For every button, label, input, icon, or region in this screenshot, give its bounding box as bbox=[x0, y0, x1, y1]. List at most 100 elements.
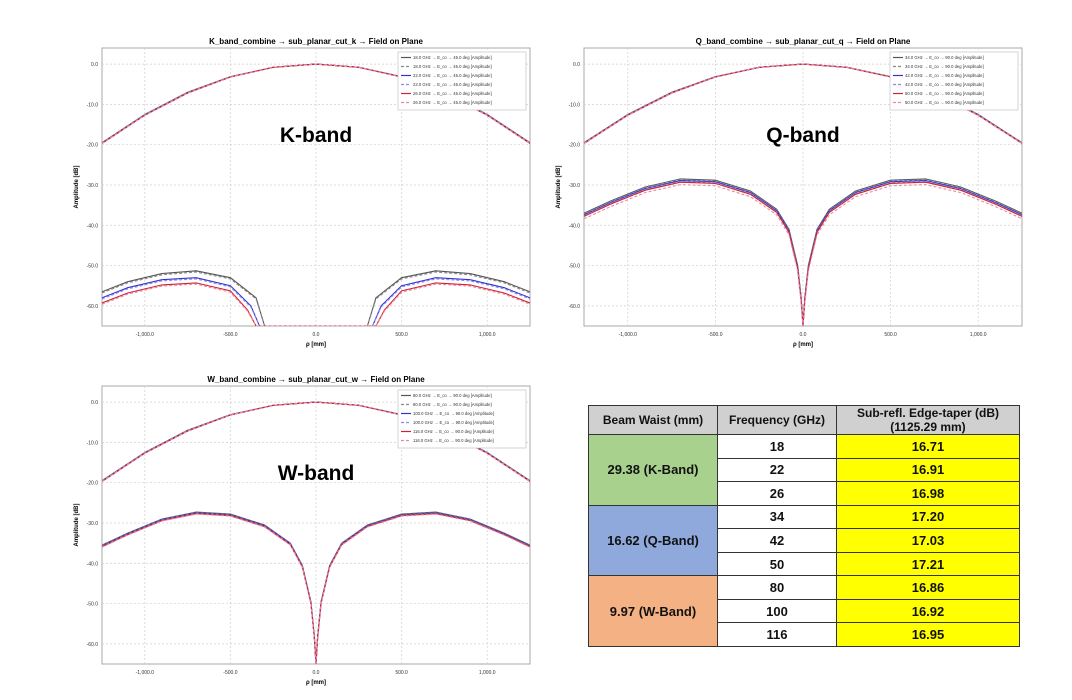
table-row: 29.38 (K-Band) 18 16.71 bbox=[588, 434, 1020, 506]
frequency-cell: 42 bbox=[717, 528, 837, 553]
legend-entry: 26.0 GHz → E_co → 45.0 deg [Amplitude] bbox=[413, 100, 492, 105]
chart-title: W_band_combine → sub_planar_cut_w → Fiel… bbox=[207, 375, 425, 384]
legend-entry: 116.0 GHz → E_co → 90.0 deg [Amplitude] bbox=[413, 438, 494, 443]
edge-taper-cell: 16.71 bbox=[836, 434, 1020, 459]
y-axis-label: Amplitude [dB] bbox=[74, 504, 80, 547]
edge-taper-cell: 17.03 bbox=[836, 528, 1020, 553]
xpol-line-series-2 bbox=[102, 277, 530, 326]
edge-taper-cell: 17.20 bbox=[836, 504, 1020, 530]
xpol-line-series-5 bbox=[584, 184, 1022, 326]
edge-taper-cell: 16.91 bbox=[836, 457, 1020, 483]
x-tick-label: 0.0 bbox=[313, 670, 320, 676]
x-axis-label: ρ [mm] bbox=[306, 680, 326, 686]
x-tick-label: -1,000.0 bbox=[136, 670, 155, 676]
frequency-cell: 26 bbox=[717, 481, 837, 506]
table-row: 42 17.03 bbox=[589, 528, 1020, 553]
frequency-cell: 100 bbox=[717, 598, 837, 624]
frequency-cell: 80 bbox=[717, 575, 837, 600]
w-band-chart-svg: W_band_combine → sub_planar_cut_w → Fiel… bbox=[74, 375, 531, 686]
y-tick-label: -60.0 bbox=[87, 304, 99, 310]
x-tick-label: -500.0 bbox=[223, 670, 237, 676]
legend-box bbox=[889, 51, 1019, 111]
chart-title: K_band_combine → sub_planar_cut_k → Fiel… bbox=[209, 37, 423, 46]
legend-entry: 22.0 GHz → E_co → 45.0 deg [Amplitude] bbox=[413, 73, 492, 78]
frequency-cell: 22 bbox=[717, 457, 837, 483]
table-row: 16.62 (Q-Band) 34 17.20 bbox=[588, 504, 1020, 577]
xpol-line-series-3 bbox=[584, 180, 1022, 326]
x-tick-label: 500.0 bbox=[395, 332, 408, 338]
header-beam-waist: Beam Waist (mm) bbox=[588, 405, 718, 435]
y-tick-label: -50.0 bbox=[569, 264, 581, 270]
legend-entry: 80.0 GHz → E_co → 90.0 deg [Amplitude] bbox=[413, 402, 492, 407]
y-tick-label: -40.0 bbox=[569, 223, 581, 229]
table-header-row: Beam Waist (mm) Frequency (GHz) Sub-refl… bbox=[588, 405, 1020, 435]
xpol-line-series-0 bbox=[102, 270, 530, 326]
y-tick-label: -20.0 bbox=[87, 143, 99, 149]
legend-entry: 116.0 GHz → E_co → 90.0 deg [Amplitude] bbox=[413, 429, 494, 434]
legend-entry: 18.0 GHz → E_co → 45.0 deg [Amplitude] bbox=[413, 64, 492, 69]
legend-entry: 100.0 GHz → E_co → 90.0 deg [Amplitude] bbox=[413, 420, 494, 425]
y-tick-label: -30.0 bbox=[569, 183, 581, 189]
q-band-chart: Q_band_combine → sub_planar_cut_q → Fiel… bbox=[552, 34, 1032, 356]
band-label: W-band bbox=[278, 462, 355, 485]
x-tick-label: -1,000.0 bbox=[619, 332, 638, 338]
x-tick-label: -1,000.0 bbox=[136, 332, 155, 338]
legend-entry: 42.0 GHz → E_co → 90.0 deg [Amplitude] bbox=[905, 82, 984, 87]
y-tick-label: -10.0 bbox=[569, 102, 581, 108]
y-tick-label: -50.0 bbox=[87, 264, 99, 270]
y-tick-label: -30.0 bbox=[87, 521, 99, 527]
chart-title: Q_band_combine → sub_planar_cut_q → Fiel… bbox=[696, 37, 911, 46]
x-tick-label: 0.0 bbox=[313, 332, 320, 338]
frequency-cell: 18 bbox=[717, 434, 837, 459]
frequency-cell: 34 bbox=[717, 504, 837, 530]
x-tick-label: 1,000.0 bbox=[970, 332, 987, 338]
legend-entry: 80.0 GHz → E_co → 90.0 deg [Amplitude] bbox=[413, 393, 492, 398]
copol-line-series-5 bbox=[584, 63, 1022, 144]
k-band-chart-svg: K_band_combine → sub_planar_cut_k → Fiel… bbox=[74, 37, 531, 348]
edge-taper-cell: 16.92 bbox=[836, 598, 1020, 624]
y-tick-label: -60.0 bbox=[569, 304, 581, 310]
edge-taper-cell: 16.95 bbox=[836, 622, 1020, 647]
legend-entry: 50.0 GHz → E_co → 90.0 deg [Amplitude] bbox=[905, 91, 984, 96]
xpol-line-series-1 bbox=[102, 271, 530, 326]
table-row: 9.97 (W-Band) 80 16.86 bbox=[588, 575, 1020, 647]
xpol-line-series-4 bbox=[102, 282, 530, 326]
y-axis-label: Amplitude [dB] bbox=[74, 166, 80, 209]
legend-entry: 22.0 GHz → E_co → 45.0 deg [Amplitude] bbox=[413, 82, 492, 87]
frequency-cell: 116 bbox=[717, 622, 837, 647]
w-band-chart: W_band_combine → sub_planar_cut_w → Fiel… bbox=[70, 372, 540, 694]
frequency-cell: 50 bbox=[717, 551, 837, 577]
legend-box bbox=[397, 389, 527, 449]
x-tick-label: 500.0 bbox=[884, 332, 897, 338]
legend-entry: 34.0 GHz → E_co → 90.0 deg [Amplitude] bbox=[905, 55, 984, 60]
y-tick-label: -10.0 bbox=[87, 102, 99, 108]
x-tick-label: 1,000.0 bbox=[479, 670, 496, 676]
table-row: 116 16.95 bbox=[589, 622, 1020, 647]
beam-waist-cell: 29.38 (K-Band) bbox=[588, 434, 718, 506]
x-tick-label: 1,000.0 bbox=[479, 332, 496, 338]
table-row: 26 16.98 bbox=[589, 481, 1020, 506]
xpol-line-series-0 bbox=[584, 178, 1022, 326]
legend-entry: 42.0 GHz → E_co → 90.0 deg [Amplitude] bbox=[905, 73, 984, 78]
table-body: 29.38 (K-Band) 18 16.71 22 16.91 26 16.98 16.62… bbox=[588, 434, 1020, 647]
legend-entry: 26.0 GHz → E_co → 45.0 deg [Amplitude] bbox=[413, 91, 492, 96]
edge-taper-table: Beam Waist (mm) Frequency (GHz) Sub-refl… bbox=[588, 405, 1020, 647]
y-tick-label: -20.0 bbox=[569, 143, 581, 149]
xpol-line-series-2 bbox=[584, 180, 1022, 326]
table-row: 22 16.91 bbox=[589, 457, 1020, 483]
legend-entry: 100.0 GHz → E_co → 90.0 deg [Amplitude] bbox=[413, 411, 494, 416]
edge-taper-cell: 17.21 bbox=[836, 551, 1020, 577]
x-tick-label: -500.0 bbox=[223, 332, 237, 338]
y-tick-label: -40.0 bbox=[87, 561, 99, 567]
x-tick-label: 0.0 bbox=[800, 332, 807, 338]
y-axis-label: Amplitude [dB] bbox=[556, 166, 562, 209]
y-tick-label: -10.0 bbox=[87, 440, 99, 446]
xpol-line-series-5 bbox=[102, 513, 530, 664]
edge-taper-table-container: Beam Waist (mm) Frequency (GHz) Sub-refl… bbox=[588, 405, 1020, 647]
band-label: Q-band bbox=[766, 124, 840, 147]
y-tick-label: -40.0 bbox=[87, 223, 99, 229]
beam-waist-cell: 9.97 (W-Band) bbox=[588, 575, 718, 647]
y-tick-label: -60.0 bbox=[87, 642, 99, 648]
x-tick-label: 500.0 bbox=[395, 670, 408, 676]
band-label: K-band bbox=[280, 124, 352, 147]
